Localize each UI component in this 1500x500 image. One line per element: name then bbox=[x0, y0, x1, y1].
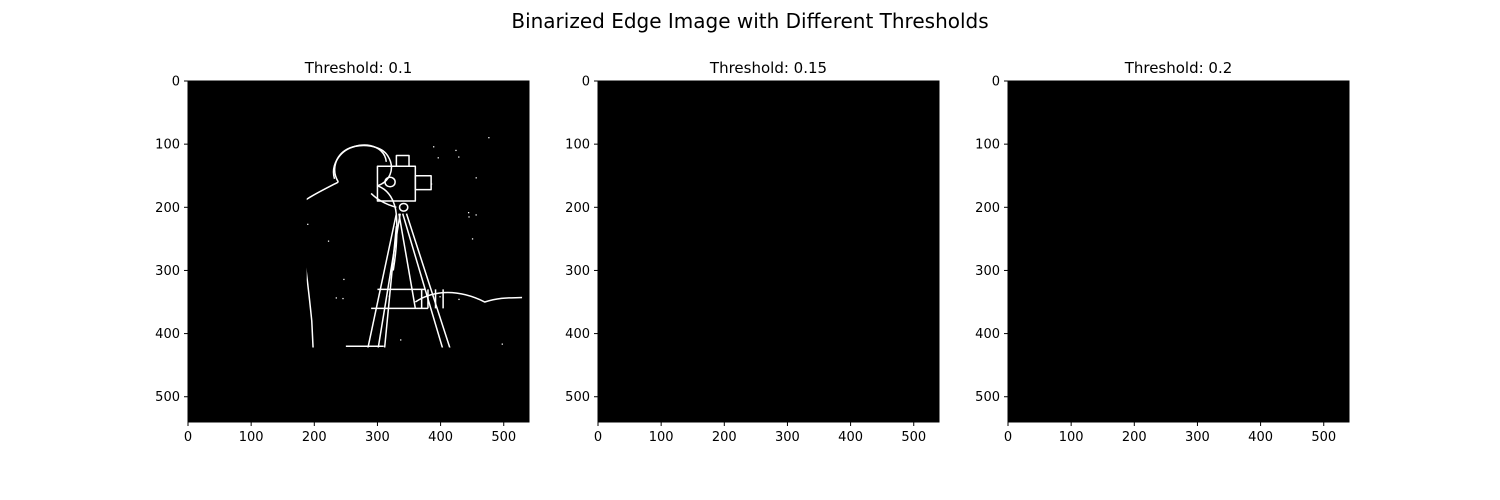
x-tick-label: 500 bbox=[1311, 430, 1336, 445]
edge-contour bbox=[395, 154, 410, 168]
y-tick-label: 0 bbox=[582, 75, 590, 90]
edge-contour bbox=[414, 291, 523, 303]
edge-contour bbox=[398, 202, 409, 212]
axes-frame bbox=[187, 80, 530, 423]
edge-contour bbox=[332, 144, 388, 180]
panel-1: Threshold: 0.1 0 100 200 300 400 500 0 100 200 300… bbox=[155, 59, 530, 445]
noise-speck bbox=[335, 297, 337, 299]
noise-speck bbox=[343, 278, 345, 281]
x-tick-label: 300 bbox=[1185, 430, 1210, 445]
y-tick-label: 200 bbox=[565, 201, 590, 216]
y-tick-label: 0 bbox=[992, 75, 1000, 90]
edge-contour bbox=[420, 289, 444, 309]
noise-speck bbox=[437, 157, 439, 159]
x-tick-label: 300 bbox=[775, 430, 800, 445]
noise-speck bbox=[467, 212, 470, 214]
x-tick-label: 100 bbox=[1059, 430, 1084, 445]
edge-image bbox=[188, 81, 529, 422]
edge-contour bbox=[398, 213, 417, 309]
noise-speck bbox=[430, 183, 433, 185]
panel-title: Threshold: 0.2 bbox=[1124, 59, 1233, 77]
x-tick-label: 500 bbox=[491, 430, 516, 445]
noise-speck bbox=[458, 298, 460, 301]
x-tick-label: 100 bbox=[239, 430, 264, 445]
y-tick-label: 500 bbox=[565, 390, 590, 405]
x-tick-label: 400 bbox=[1248, 430, 1273, 445]
y-tick-label: 400 bbox=[975, 327, 1000, 342]
y-tick-label: 400 bbox=[155, 327, 180, 342]
x-tick-label: 0 bbox=[594, 430, 602, 445]
y-tick-label: 300 bbox=[975, 264, 1000, 279]
edge-contour bbox=[384, 176, 396, 188]
y-tick-label: 500 bbox=[975, 390, 1000, 405]
panel-2: Threshold: 0.15 0 100 200 300 400 500 0 100 200 30… bbox=[565, 59, 940, 445]
noise-speck bbox=[342, 297, 344, 300]
noise-speck bbox=[400, 339, 402, 341]
noise-speck bbox=[475, 177, 477, 179]
panel-3: Threshold: 0.2 0 100 200 300 400 500 0 100 200 300… bbox=[975, 59, 1350, 445]
y-tick-label: 0 bbox=[172, 75, 180, 90]
noise-speck bbox=[458, 156, 460, 158]
y-tick-label: 300 bbox=[565, 264, 590, 279]
edge-contour bbox=[367, 213, 398, 348]
x-tick-label: 100 bbox=[649, 430, 674, 445]
y-tick-label: 100 bbox=[975, 138, 1000, 153]
edge-contour bbox=[414, 174, 432, 191]
x-tick-label: 0 bbox=[1004, 430, 1012, 445]
noise-speck bbox=[433, 146, 435, 148]
noise-speck bbox=[468, 216, 470, 218]
noise-speck bbox=[377, 184, 379, 187]
x-tick-label: 500 bbox=[901, 430, 926, 445]
noise-speck bbox=[327, 240, 330, 242]
noise-speck bbox=[501, 343, 503, 345]
x-tick-label: 300 bbox=[365, 430, 390, 445]
noise-speck bbox=[307, 223, 309, 225]
noise-speck bbox=[488, 137, 490, 139]
y-tick-label: 300 bbox=[155, 264, 180, 279]
noise-speck bbox=[475, 214, 477, 216]
y-tick-label: 500 bbox=[155, 390, 180, 405]
axes-frame bbox=[597, 80, 940, 423]
x-tick-label: 400 bbox=[428, 430, 453, 445]
edge-contour bbox=[383, 226, 398, 348]
y-tick-label: 100 bbox=[155, 138, 180, 153]
noise-speck bbox=[439, 296, 441, 298]
y-tick-label: 200 bbox=[155, 201, 180, 216]
noise-speck bbox=[388, 295, 390, 297]
edge-contour bbox=[306, 269, 314, 348]
y-tick-label: 100 bbox=[565, 138, 590, 153]
edge-strokes bbox=[306, 137, 523, 348]
edge-contour bbox=[306, 181, 339, 201]
noise-speck bbox=[455, 149, 457, 152]
y-tick-label: 400 bbox=[565, 327, 590, 342]
edge-contour bbox=[405, 213, 451, 348]
edge-contour bbox=[370, 192, 397, 209]
panel-title: Threshold: 0.15 bbox=[709, 59, 827, 77]
x-tick-label: 200 bbox=[712, 430, 737, 445]
panel-title: Threshold: 0.1 bbox=[304, 59, 413, 77]
figure-title: Binarized Edge Image with Different Thre… bbox=[511, 9, 988, 33]
x-tick-label: 0 bbox=[184, 430, 192, 445]
x-tick-label: 400 bbox=[838, 430, 863, 445]
noise-speck bbox=[471, 238, 474, 240]
edge-image bbox=[598, 81, 939, 422]
x-tick-label: 200 bbox=[1122, 430, 1147, 445]
axes-frame bbox=[1007, 80, 1350, 423]
x-tick-label: 200 bbox=[302, 430, 327, 445]
y-tick-label: 200 bbox=[975, 201, 1000, 216]
edge-contour bbox=[401, 213, 444, 348]
edge-image bbox=[1008, 81, 1349, 422]
